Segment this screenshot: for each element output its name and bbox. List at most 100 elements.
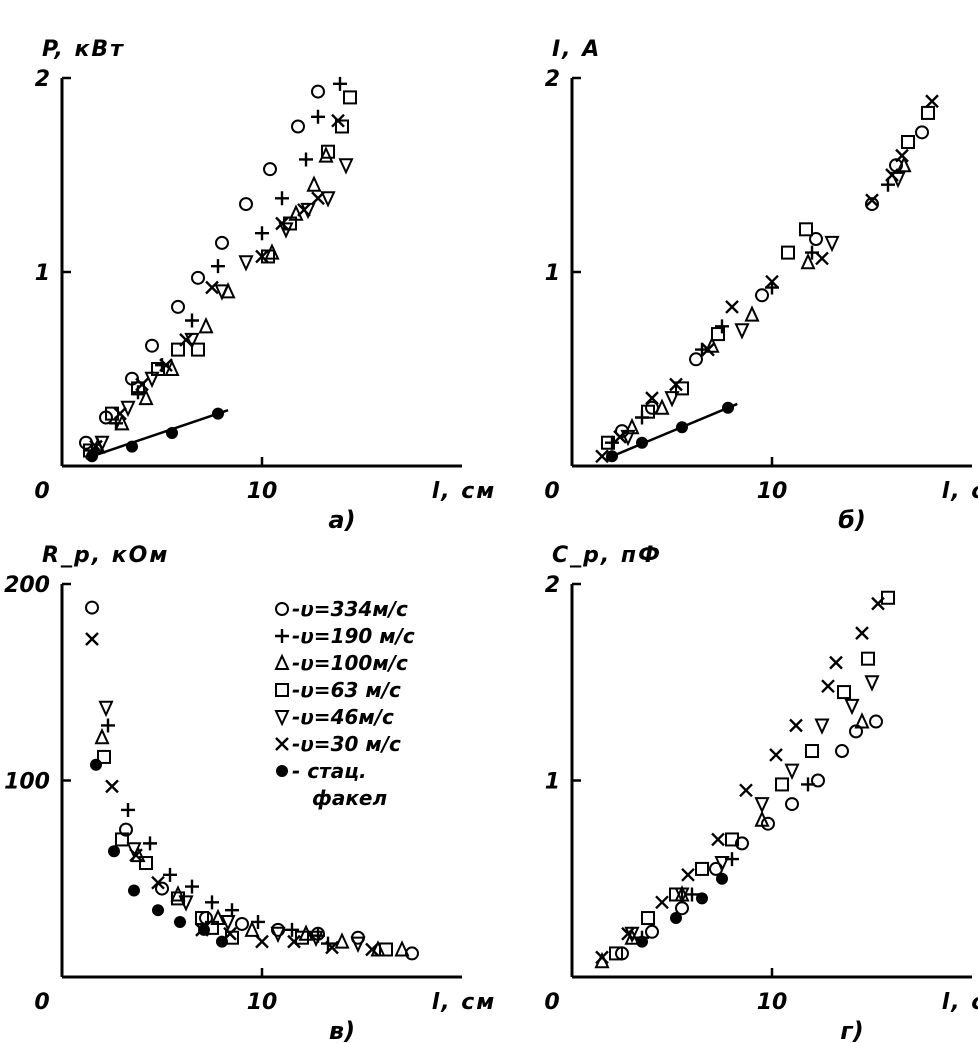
data-point-cross — [895, 148, 909, 163]
data-point-plus — [285, 922, 299, 937]
data-point-triangle-down — [734, 323, 750, 340]
y-tick-label: 2 — [545, 67, 560, 92]
data-point-square — [881, 590, 895, 605]
data-point-square — [609, 946, 623, 961]
data-point-circle — [155, 881, 169, 896]
y-tick-label: 1 — [545, 770, 560, 795]
data-point-square — [805, 744, 819, 759]
x-tick-label: 0 — [34, 990, 49, 1015]
panel-label: а) — [328, 506, 355, 534]
y-tick-label: 2 — [545, 573, 560, 598]
data-point-triangle-down — [144, 371, 160, 389]
x-tick-label: 10 — [757, 990, 788, 1015]
data-point-circle — [835, 744, 849, 759]
series-triangle-down — [98, 700, 366, 953]
data-point-cross — [113, 406, 127, 421]
series-cross — [595, 596, 885, 965]
series-triangle-down — [620, 171, 906, 447]
data-point-cross — [85, 632, 99, 646]
x-axis-label: l, см — [942, 479, 978, 504]
data-point-plus — [715, 319, 729, 334]
data-point-circle — [811, 773, 825, 788]
data-point-cross — [595, 950, 609, 965]
data-point-plus — [121, 802, 135, 817]
data-point-cross — [595, 449, 609, 464]
data-point-cross — [711, 832, 725, 847]
data-point-dot — [636, 436, 648, 449]
y-tick-label: 100 — [4, 770, 50, 795]
data-point-square — [97, 749, 111, 764]
data-point-triangle-down — [620, 429, 636, 447]
legend-label: -υ=46м/с — [292, 705, 394, 729]
data-point-triangle — [198, 316, 214, 334]
data-point-cross — [821, 679, 835, 694]
y-tick-label: 1 — [545, 261, 560, 286]
x-tick-label: 10 — [757, 479, 788, 504]
data-point-dot — [128, 884, 140, 897]
y-axis-label: I, A — [552, 37, 601, 62]
chart-i: 0 10 1 2 I, A l, см б) — [544, 37, 978, 534]
data-point-circle — [311, 84, 325, 99]
data-point-triangle-down — [270, 926, 286, 944]
data-point-triangle-down — [98, 700, 114, 718]
data-point-triangle-down — [178, 895, 194, 912]
data-point-circle — [263, 162, 277, 177]
data-point-triangle-down — [674, 887, 690, 904]
x-axis-label: l, см — [432, 990, 497, 1015]
data-point-circle — [915, 125, 929, 140]
data-point-square — [295, 930, 309, 945]
data-point-triangle — [754, 810, 770, 827]
data-point-square — [171, 342, 185, 357]
data-point-dot — [212, 407, 224, 420]
fit-line — [85, 409, 229, 460]
series-cross — [595, 94, 939, 464]
data-point-cross — [275, 216, 289, 231]
panel-label: в) — [329, 1017, 355, 1043]
data-point-circle — [689, 352, 703, 367]
data-point-cross — [159, 358, 173, 372]
data-point-triangle-down — [350, 936, 366, 953]
data-point-plus — [333, 76, 347, 91]
data-point-plus — [685, 887, 699, 902]
legend-marker-cross — [275, 737, 289, 751]
data-point-triangle — [170, 885, 186, 902]
data-point-cross — [769, 748, 783, 762]
data-point-plus — [163, 867, 177, 882]
series-triangle — [90, 146, 334, 454]
data-point-triangle-down — [784, 763, 800, 781]
data-point-cross — [311, 191, 325, 206]
data-point-triangle — [114, 413, 130, 431]
legend-marker-dot — [276, 765, 288, 777]
x-tick-label: 0 — [544, 990, 559, 1015]
series-triangle-down — [624, 675, 880, 944]
x-tick-label: 10 — [247, 990, 278, 1015]
y-axis-label: C_p, пФ — [552, 543, 662, 568]
data-point-plus — [143, 836, 157, 851]
legend-marker-triangle — [274, 653, 290, 670]
data-point-triangle-down — [754, 797, 770, 814]
legend-label: факел — [312, 786, 387, 810]
data-point-triangle — [654, 398, 670, 415]
legend-label: -υ=100м/с — [292, 651, 408, 675]
x-axis-label: l, см — [942, 990, 978, 1015]
legend: -υ=334м/с -υ=190 м/с -υ=100м/с -υ=63 м/с -υ=… — [274, 597, 415, 810]
data-point-square — [335, 119, 349, 134]
x-tick-label: 0 — [544, 479, 559, 504]
data-point-dot — [152, 904, 164, 917]
data-point-cross — [365, 942, 379, 957]
series-plus — [101, 718, 335, 951]
data-point-square — [171, 891, 185, 906]
data-point-square — [695, 861, 709, 876]
data-point-cross — [865, 193, 879, 208]
data-point-dot — [716, 872, 728, 885]
data-point-cross — [621, 926, 635, 941]
series-plus — [635, 777, 815, 945]
legend-marker-circle — [275, 602, 289, 616]
data-point-dot — [166, 427, 178, 440]
data-point-cross — [179, 333, 193, 347]
y-axis-label: P, кВт — [42, 37, 125, 62]
data-point-cross — [855, 626, 869, 640]
x-tick-label: 10 — [247, 479, 278, 504]
data-point-triangle-down — [308, 930, 324, 948]
data-point-circle — [239, 197, 253, 212]
